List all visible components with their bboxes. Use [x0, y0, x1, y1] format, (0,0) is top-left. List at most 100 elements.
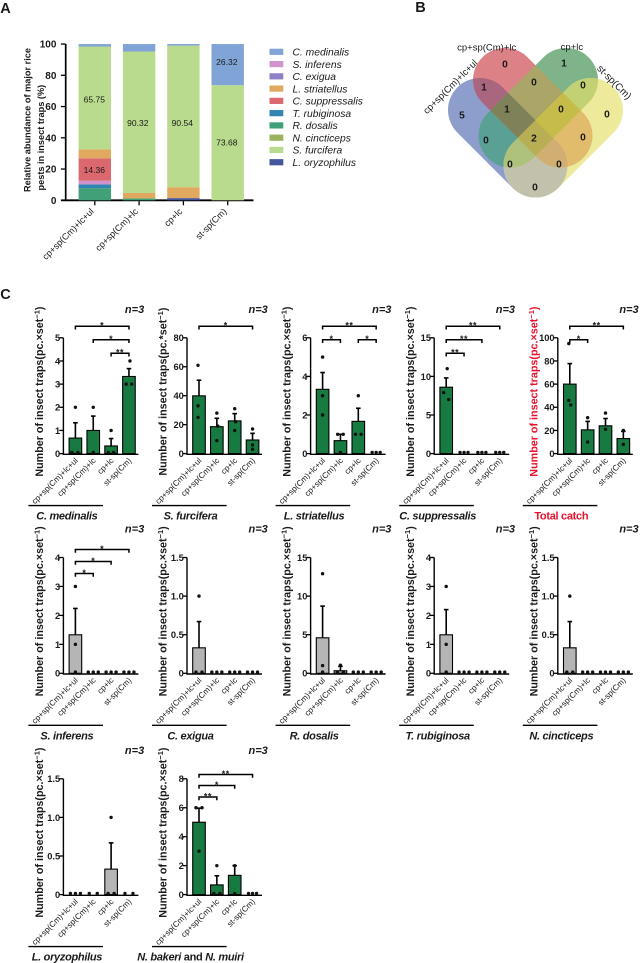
svg-text:n=3: n=3 — [496, 524, 515, 536]
svg-text:60: 60 — [173, 362, 183, 372]
svg-text:4: 4 — [302, 372, 308, 382]
svg-text:Number of insect traps(pc.×set: Number of insect traps(pc.×set−1) — [527, 306, 541, 477]
svg-text:C. medinalis: C. medinalis — [36, 511, 97, 523]
svg-text:3: 3 — [55, 582, 60, 592]
svg-text:C. suppressalis: C. suppressalis — [399, 511, 476, 523]
svg-text:Number of insect traps(pc.×set: Number of insect traps(pc.×set−1) — [32, 747, 46, 918]
svg-text:0: 0 — [531, 78, 537, 89]
svg-text:0: 0 — [55, 669, 60, 679]
svg-text:5: 5 — [459, 111, 465, 122]
svg-text:*: * — [82, 568, 86, 578]
svg-text:T. rubiginosa: T. rubiginosa — [406, 730, 471, 742]
svg-text:20: 20 — [173, 420, 183, 430]
svg-text:cp+sp(Cm)+lc: cp+sp(Cm)+lc — [93, 206, 140, 253]
svg-text:N. cincticeps: N. cincticeps — [529, 730, 593, 742]
svg-text:st-sp(Cm): st-sp(Cm) — [194, 206, 229, 241]
svg-text:1: 1 — [561, 59, 567, 70]
svg-text:**: ** — [460, 334, 468, 344]
svg-text:15: 15 — [297, 553, 307, 563]
svg-text:0: 0 — [502, 60, 508, 71]
svg-text:2: 2 — [302, 410, 307, 420]
svg-text:Number of insect traps(pc.*set: Number of insect traps(pc.*set−1) — [156, 307, 170, 475]
svg-text:0: 0 — [507, 160, 513, 171]
svg-text:4: 4 — [179, 832, 185, 842]
svg-text:0: 0 — [549, 449, 554, 459]
svg-text:100: 100 — [40, 40, 57, 51]
svg-text:0: 0 — [179, 890, 184, 900]
svg-text:1.5: 1.5 — [47, 774, 60, 784]
svg-text:80: 80 — [45, 71, 57, 82]
svg-text:S. furcifera: S. furcifera — [293, 146, 343, 157]
svg-text:0: 0 — [179, 669, 184, 679]
svg-text:5: 5 — [426, 410, 431, 420]
svg-text:1.0: 1.0 — [171, 592, 184, 602]
svg-text:1.0: 1.0 — [542, 592, 555, 602]
svg-text:65.75: 65.75 — [84, 95, 106, 105]
svg-text:cp+lc: cp+lc — [561, 42, 584, 53]
svg-text:4: 4 — [426, 553, 432, 563]
svg-text:Number of insect traps(pc.×set: Number of insect traps(pc.×set−1) — [403, 526, 417, 697]
svg-text:90.32: 90.32 — [127, 118, 149, 128]
svg-text:Number of insect traps(pc.×set: Number of insect traps(pc.×set−1) — [32, 306, 46, 477]
svg-text:*: * — [330, 334, 334, 344]
svg-text:Number of insect traps(pc.×set: Number of insect traps(pc.×set−1) — [280, 526, 294, 697]
svg-text:cp+sp(Cm)+lc: cp+sp(Cm)+lc — [457, 42, 516, 53]
svg-text:N. cincticeps: N. cincticeps — [293, 133, 351, 144]
svg-text:10: 10 — [421, 372, 431, 382]
svg-text:1: 1 — [55, 426, 60, 436]
svg-text:0: 0 — [179, 449, 184, 459]
svg-text:14.36: 14.36 — [84, 165, 106, 175]
svg-text:**: ** — [469, 321, 477, 331]
svg-text:15: 15 — [421, 333, 431, 343]
svg-text:A: A — [0, 1, 11, 17]
svg-text:26.32: 26.32 — [216, 57, 238, 67]
svg-text:2: 2 — [55, 611, 60, 621]
svg-text:R. dosalis: R. dosalis — [293, 121, 338, 132]
svg-text:n=3: n=3 — [125, 745, 144, 757]
svg-text:10: 10 — [297, 592, 307, 602]
svg-text:0: 0 — [51, 196, 57, 207]
svg-text:n=3: n=3 — [372, 304, 391, 316]
svg-text:6: 6 — [302, 333, 307, 343]
svg-text:0.5: 0.5 — [542, 630, 555, 640]
svg-text:C: C — [0, 287, 11, 303]
svg-text:0: 0 — [302, 449, 307, 459]
svg-text:40: 40 — [173, 391, 183, 401]
svg-text:0.5: 0.5 — [47, 851, 60, 861]
svg-text:C. exigua: C. exigua — [167, 730, 213, 742]
svg-text:*: * — [109, 334, 113, 344]
svg-text:4: 4 — [55, 356, 61, 366]
svg-text:**: ** — [451, 348, 459, 358]
svg-text:C. suppressalis: C. suppressalis — [293, 97, 363, 108]
svg-text:L. oryzophilus: L. oryzophilus — [293, 158, 357, 169]
svg-text:0: 0 — [580, 133, 586, 144]
svg-text:C. exigua: C. exigua — [293, 72, 337, 83]
svg-text:N. bakeri and N. muiri: N. bakeri and N. muiri — [137, 952, 245, 963]
svg-text:*: * — [100, 321, 104, 331]
svg-text:20: 20 — [544, 426, 554, 436]
svg-text:3: 3 — [55, 380, 60, 390]
svg-text:*: * — [365, 334, 369, 344]
svg-text:0: 0 — [580, 81, 586, 92]
svg-text:1.0: 1.0 — [47, 813, 60, 823]
svg-text:n=3: n=3 — [619, 524, 638, 536]
svg-text:0: 0 — [426, 449, 431, 459]
svg-text:C. medinalis: C. medinalis — [293, 48, 350, 59]
svg-text:*: * — [100, 544, 104, 554]
svg-text:0: 0 — [55, 890, 60, 900]
svg-text:*: * — [224, 321, 228, 331]
svg-text:**: ** — [593, 321, 601, 331]
svg-text:60: 60 — [45, 102, 57, 113]
svg-text:0: 0 — [302, 669, 307, 679]
svg-text:*: * — [215, 780, 219, 790]
svg-text:Number of insect traps(pc.×set: Number of insect traps(pc.×set−1) — [280, 306, 294, 477]
svg-text:0: 0 — [55, 449, 60, 459]
svg-text:pests in insect traps (%): pests in insect traps (%) — [36, 85, 46, 191]
svg-text:cp+sp(Cm)+lc+ul: cp+sp(Cm)+lc+ul — [40, 206, 95, 261]
svg-text:**: ** — [222, 769, 230, 779]
svg-text:Total catch: Total catch — [534, 511, 589, 523]
svg-text:L. striatellus: L. striatellus — [284, 511, 345, 523]
svg-text:Number of insect traps(pc.×set: Number of insect traps(pc.×set−1) — [32, 526, 46, 697]
svg-text:6: 6 — [179, 803, 184, 813]
svg-text:1.5: 1.5 — [171, 553, 184, 563]
